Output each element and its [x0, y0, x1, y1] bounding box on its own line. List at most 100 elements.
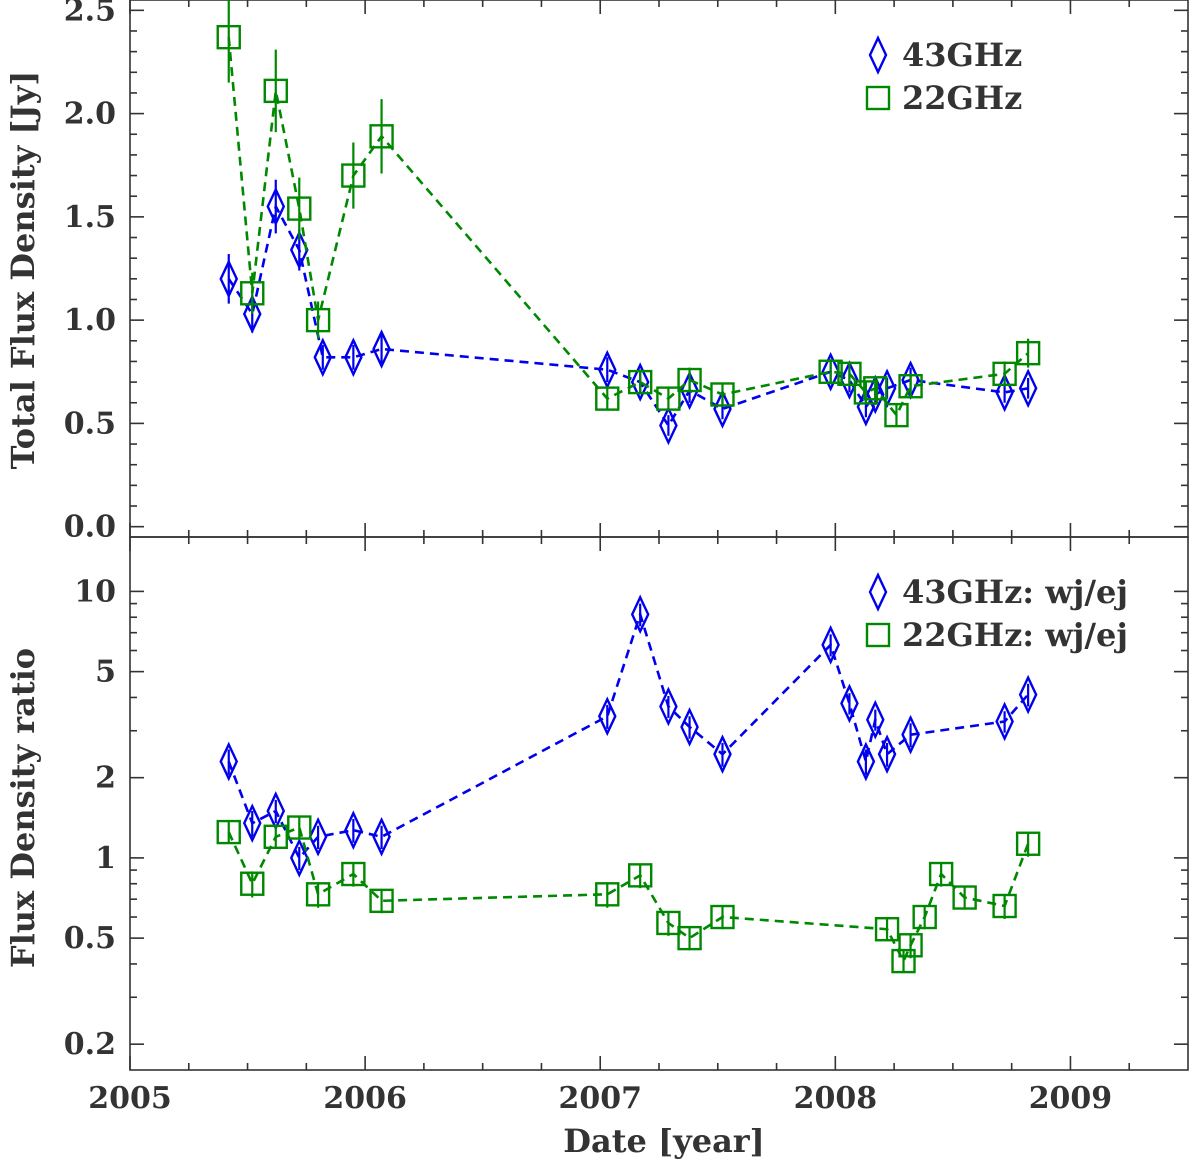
top-43ghz-data-point	[995, 372, 1014, 413]
top-22ghz-data-point	[884, 402, 909, 428]
bottom-legend-43ghz-label: 43GHz: wj/ej	[902, 573, 1128, 611]
top-43ghz-data-point	[313, 337, 333, 378]
top-22ghz-data-point	[216, 24, 241, 50]
bottom-43ghz-data-point	[877, 734, 897, 775]
top-legend-43ghz-marker	[868, 35, 888, 75]
bottom-43ghz-data-point	[713, 734, 732, 775]
bottom-43ghz-data-point	[856, 741, 876, 782]
top-22ghz-data-point	[853, 380, 879, 405]
bottom-43ghz-data-point	[901, 714, 920, 755]
top-43ghz-data-point	[713, 389, 732, 429]
top-43ghz-data-point	[219, 259, 239, 299]
top-22ghz-data-point	[1015, 340, 1041, 366]
top-43ghz-data-point	[865, 374, 885, 415]
bottom-22ghz-data-point	[710, 904, 735, 930]
bottom-y-tick-label: 2	[95, 761, 116, 796]
top-y-axis-label: Total Flux Density [Jy]	[4, 71, 42, 470]
top-22ghz-data-point	[818, 359, 843, 384]
top-22ghz-data-point	[305, 307, 331, 333]
bottom-legend-22ghz-label: 22GHz: wj/ej	[902, 616, 1128, 654]
top-y-tick-label: 0.0	[64, 510, 116, 545]
bottom-43ghz-data-point	[597, 696, 617, 737]
x-tick-label: 2008	[794, 1081, 878, 1116]
bottom-22ghz-data-point	[263, 824, 288, 849]
bottom-43ghz-data-point	[242, 803, 262, 843]
bottom-43ghz-data-point	[821, 625, 840, 665]
x-tick-label: 2007	[558, 1081, 642, 1116]
bottom-43ghz-data-point	[372, 816, 391, 857]
bottom-22ghz-data-point	[891, 948, 916, 974]
bottom-22ghz-data-point	[928, 861, 954, 887]
top-22ghz-data-point	[341, 163, 366, 188]
bottom-43ghz-data-point	[865, 699, 885, 740]
bottom-y-tick-label: 0.2	[64, 1027, 116, 1062]
top-22ghz-data-point	[656, 386, 681, 411]
top-43ghz-data-point	[266, 186, 286, 227]
bottom-22ghz-data-point	[677, 925, 702, 951]
top-43ghz-data-point	[242, 294, 262, 334]
bottom-22ghz-data-point	[341, 861, 366, 887]
bottom-data-layer	[216, 594, 1041, 974]
top-43ghz-data-point	[840, 360, 859, 400]
bottom-43ghz-data-point	[659, 686, 678, 727]
top-22ghz-data-point	[898, 374, 923, 399]
bottom-43ghz-series-line	[227, 610, 1030, 861]
top-43ghz-data-point	[659, 405, 678, 446]
top-legend-43ghz-label: 43GHz	[902, 36, 1022, 74]
top-22ghz-data-point	[595, 386, 620, 411]
bottom-43ghz-data-point	[308, 816, 328, 857]
bottom-22ghz-data-point	[898, 933, 923, 958]
bottom-43ghz-data-point	[1018, 674, 1038, 715]
bottom-22ghz-data-point	[216, 819, 241, 845]
top-y-tick-label: 2.0	[64, 97, 116, 132]
bottom-22ghz-data-point	[874, 917, 900, 942]
x-tick-label: 2005	[88, 1081, 172, 1116]
bottom-22ghz-data-point	[912, 904, 937, 930]
bottom-22ghz-data-point	[952, 885, 977, 910]
x-axis-label: Date [year]	[563, 1122, 765, 1160]
top-22ghz-data-point	[710, 382, 735, 407]
bottom-22ghz-data-point	[240, 871, 265, 896]
top-22ghz-data-point	[240, 281, 265, 306]
top-22ghz-data-point	[837, 361, 862, 387]
bottom-22ghz-data-point	[595, 882, 620, 907]
top-panel: 0.0 0.5 1.0 1.5 2.0 2.5 43GHz 22GHz	[64, 0, 1189, 545]
bottom-22ghz-data-point	[305, 882, 331, 907]
bottom-legend-22ghz-marker	[865, 622, 891, 648]
bottom-y-tick-label: 0.5	[64, 921, 116, 956]
top-y-tick-label: 1.5	[64, 200, 116, 235]
top-22ghz-data-point	[369, 124, 394, 149]
bottom-22ghz-data-point	[287, 815, 312, 840]
top-22ghz-data-point	[863, 376, 888, 401]
bottom-y-tick-label: 5	[95, 655, 116, 690]
top-y-tick-label: 2.5	[64, 0, 116, 28]
top-data-layer	[216, 0, 1041, 446]
bottom-y-axis-label: Flux Density ratio	[4, 648, 42, 968]
bottom-43ghz-data-point	[680, 707, 699, 747]
bottom-43ghz-data-point	[630, 594, 650, 635]
bottom-22ghz-data-point	[369, 888, 394, 914]
bottom-43ghz-data-point	[219, 741, 239, 782]
bottom-22ghz-data-point	[992, 893, 1017, 919]
top-22ghz-data-point	[992, 361, 1017, 387]
top-22ghz-data-point	[263, 78, 288, 104]
top-43ghz-data-point	[1018, 368, 1038, 409]
top-22ghz-data-point	[627, 369, 653, 395]
top-22ghz-data-point	[287, 196, 312, 221]
top-y-tick-label: 1.0	[64, 303, 116, 338]
bottom-43ghz-data-point	[840, 683, 859, 724]
top-plot-frame	[129, 0, 1189, 538]
bottom-43ghz-data-point	[995, 701, 1014, 742]
top-43ghz-data-point	[821, 351, 840, 392]
bottom-22ghz-series-line	[227, 825, 1030, 965]
bottom-22ghz-data-point	[656, 910, 681, 936]
top-legend-22ghz-marker	[865, 85, 891, 111]
bottom-y-tick-label: 1	[95, 841, 116, 876]
top-43ghz-data-point	[372, 329, 391, 369]
bottom-panel: 2005 2006 2007 2008 2009 0.2 0.5 1 2 5 10 43GHz: wj…	[64, 536, 1189, 1116]
bottom-y-tick-label: 10	[74, 574, 116, 609]
bottom-22ghz-data-point	[1015, 831, 1041, 856]
top-43ghz-data-point	[344, 337, 363, 378]
bottom-43ghz-data-point	[289, 838, 309, 878]
